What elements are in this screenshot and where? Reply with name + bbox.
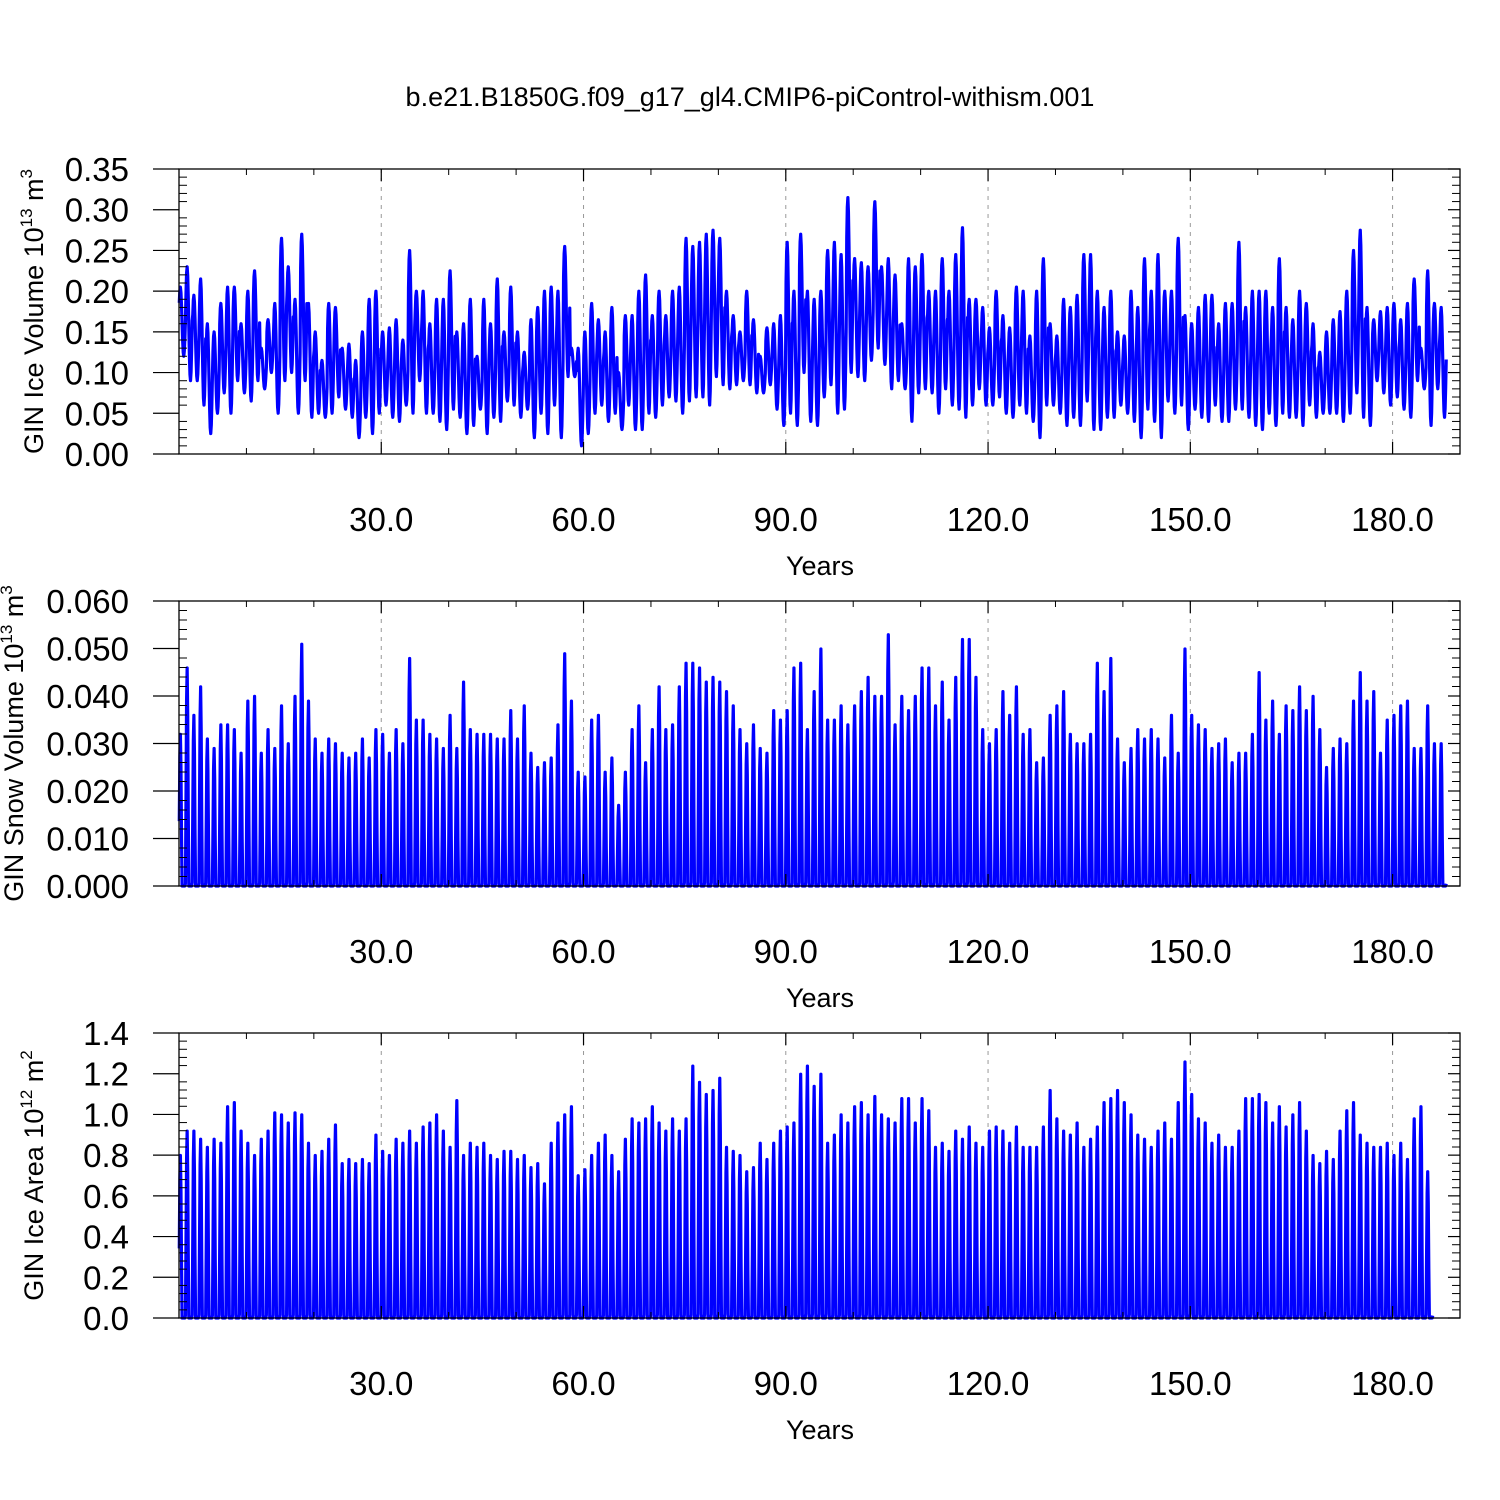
plot-frame [178,168,1461,455]
y-tick-label: 0.040 [46,678,129,715]
y-tick-label: 0.030 [46,726,129,763]
x-tick-label: 30.0 [349,501,413,538]
y-tick-label: 0.6 [83,1178,129,1215]
y-tick-label: 0.000 [46,868,129,905]
x-tick-label: 90.0 [754,501,818,538]
series-line [177,1060,1435,1320]
y-tick-label: 1.4 [83,1015,129,1052]
y-tick-label: 0.25 [65,232,129,269]
figure-title: b.e21.B1850G.f09_g17_gl4.CMIP6-piControl… [406,82,1095,112]
x-axis-label: Years [786,551,854,581]
y-tick-label: 0.10 [65,355,129,392]
x-axis-label: Years [786,983,854,1013]
x-tick-label: 120.0 [947,1365,1030,1402]
y-tick-label: 0.4 [83,1219,129,1256]
y-axis-label: GIN Ice Area 1012 m2 [17,1050,49,1301]
y-tick-label: 0.060 [46,583,129,620]
y-tick-label: 0.2 [83,1259,129,1296]
y-tick-label: 0.35 [65,151,129,188]
y-tick-label: 0.0 [83,1300,129,1337]
x-tick-label: 90.0 [754,1365,818,1402]
y-axis-label: GIN Snow Volume 1013 m3 [0,585,29,902]
series-line [177,633,1448,888]
y-tick-label: 0.8 [83,1137,129,1174]
y-axis-label: GIN Ice Volume 1013 m3 [17,169,49,454]
x-tick-label: 120.0 [947,501,1030,538]
x-tick-label: 150.0 [1149,1365,1232,1402]
y-tick-label: 0.20 [65,273,129,310]
y-tick-label: 0.010 [46,821,129,858]
y-tick-label: 0.05 [65,395,129,432]
x-tick-label: 60.0 [551,501,615,538]
x-tick-label: 30.0 [349,1365,413,1402]
x-tick-label: 150.0 [1149,933,1232,970]
x-tick-label: 150.0 [1149,501,1232,538]
y-tick-label: 1.2 [83,1056,129,1093]
y-tick-label: 0.15 [65,314,129,351]
y-tick-label: 0.00 [65,436,129,473]
x-tick-label: 180.0 [1351,933,1434,970]
y-tick-label: 1.0 [83,1096,129,1133]
y-tick-label: 0.020 [46,773,129,810]
plot-frame [178,1032,1461,1319]
x-tick-label: 90.0 [754,933,818,970]
x-tick-label: 60.0 [551,1365,615,1402]
x-axis-label: Years [786,1415,854,1445]
x-tick-label: 30.0 [349,933,413,970]
y-tick-label: 0.30 [65,192,129,229]
x-tick-label: 180.0 [1351,501,1434,538]
x-tick-label: 180.0 [1351,1365,1434,1402]
series-line [177,196,1448,448]
x-tick-label: 60.0 [551,933,615,970]
x-tick-label: 120.0 [947,933,1030,970]
y-tick-label: 0.050 [46,631,129,668]
